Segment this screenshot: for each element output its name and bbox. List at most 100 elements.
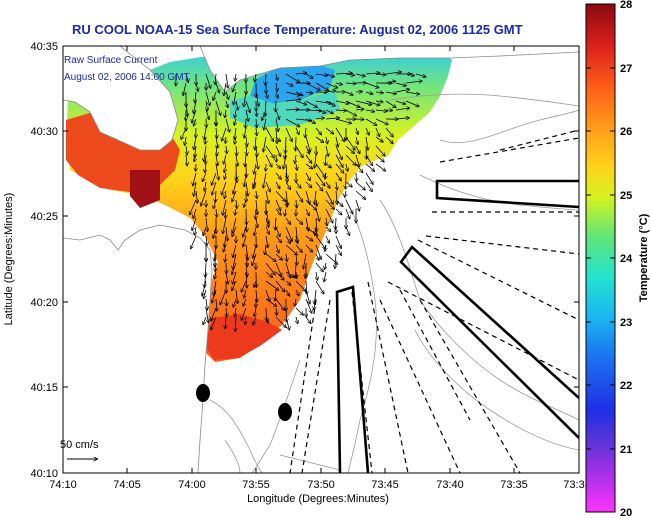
staten-island [63, 46, 179, 151]
current-arrow [234, 127, 236, 139]
current-arrow [395, 108, 409, 110]
current-arrow [205, 163, 206, 172]
y-tick-label: 40:30 [30, 126, 58, 138]
current-arrow [405, 91, 419, 94]
current-arrow [325, 208, 333, 223]
current-arrow [213, 91, 217, 100]
current-arrow [265, 100, 266, 116]
current-arrow [305, 92, 312, 93]
current-arrow [241, 307, 247, 320]
current-arrow [305, 244, 312, 252]
current-arrow [295, 181, 301, 188]
current-arrow [325, 190, 333, 204]
current-arrow [275, 172, 281, 179]
current-arrow [275, 217, 276, 230]
current-arrow [285, 244, 297, 255]
current-arrow [335, 154, 343, 167]
current-arrow [335, 199, 343, 206]
current-arrow [211, 307, 217, 321]
current-arrow [211, 316, 217, 330]
current-arrow [335, 253, 336, 268]
current-arrow [195, 145, 196, 157]
current-arrow [255, 91, 259, 106]
current-arrow [246, 118, 247, 128]
y-tick-label: 40:35 [30, 41, 58, 53]
current-arrow [295, 280, 306, 291]
current-arrow [365, 100, 380, 105]
current-arrow [345, 109, 356, 116]
current-arrow [303, 253, 307, 269]
current-arrow [305, 235, 313, 241]
current-arrow [233, 298, 237, 307]
current-arrow [275, 226, 280, 236]
current-arrow [275, 208, 281, 215]
current-arrow [205, 73, 211, 88]
current-arrow [325, 145, 328, 156]
current-arrow [295, 100, 306, 105]
current-arrow [355, 199, 359, 211]
current-arrow [275, 235, 281, 243]
current-arrow [355, 181, 365, 190]
current-arrow [275, 271, 284, 280]
current-arrow [234, 118, 236, 125]
current-arrow [195, 226, 196, 235]
current-arrow [405, 74, 414, 76]
current-arrow [335, 73, 352, 74]
current-arrow [203, 316, 207, 324]
map-title: RU COOL NOAA-15 Sea Surface Temperature:… [72, 22, 523, 37]
current-arrow [285, 280, 291, 285]
current-arrow [375, 154, 384, 162]
current-arrow [232, 217, 237, 233]
current-arrow [305, 298, 312, 313]
current-arrow [235, 307, 236, 317]
current-arrow [245, 316, 246, 324]
current-arrow [345, 145, 354, 153]
colorbar-tick: 27 [620, 63, 632, 75]
current-arrow [265, 190, 269, 203]
current-arrow [253, 181, 257, 189]
current-arrow [355, 154, 359, 166]
current-arrow [226, 145, 227, 153]
current-arrow [325, 109, 333, 114]
current-arrow [204, 289, 206, 298]
current-arrow [194, 136, 197, 149]
current-arrow [325, 82, 337, 88]
current-arrow [245, 154, 246, 166]
current-arrow [244, 91, 247, 107]
current-arrow [276, 82, 277, 91]
current-arrow [256, 289, 257, 302]
x-tick-label: 74:10 [49, 479, 77, 491]
current-arrow [262, 109, 267, 120]
current-arrow [216, 145, 217, 156]
current-arrow [225, 208, 226, 218]
x-tick-label: 73:55 [242, 479, 270, 491]
current-arrow [246, 145, 247, 155]
current-arrow [216, 127, 217, 138]
current-arrow [205, 154, 206, 164]
current-arrow [345, 190, 346, 197]
current-arrow [305, 154, 312, 163]
current-arrow [305, 163, 312, 169]
current-arrow [224, 235, 226, 247]
current-arrow [365, 154, 373, 165]
current-arrow [345, 208, 350, 219]
current-arrow [365, 181, 372, 191]
current-arrow [265, 181, 270, 192]
current-arrow [196, 190, 198, 203]
current-arrow [315, 118, 324, 119]
current-arrow [256, 109, 257, 116]
current-arrow [275, 199, 281, 210]
current-arrow [315, 154, 317, 168]
current-arrow [265, 208, 269, 224]
current-arrow [223, 199, 227, 215]
current-arrow [215, 190, 216, 202]
current-arrow [315, 172, 325, 186]
current-arrow [205, 109, 209, 119]
current-arrow [186, 154, 187, 166]
current-arrow [190, 199, 197, 215]
current-arrow [275, 109, 279, 119]
current-arrow [375, 74, 386, 75]
current-arrow [315, 253, 319, 260]
current-arrow [385, 136, 393, 143]
